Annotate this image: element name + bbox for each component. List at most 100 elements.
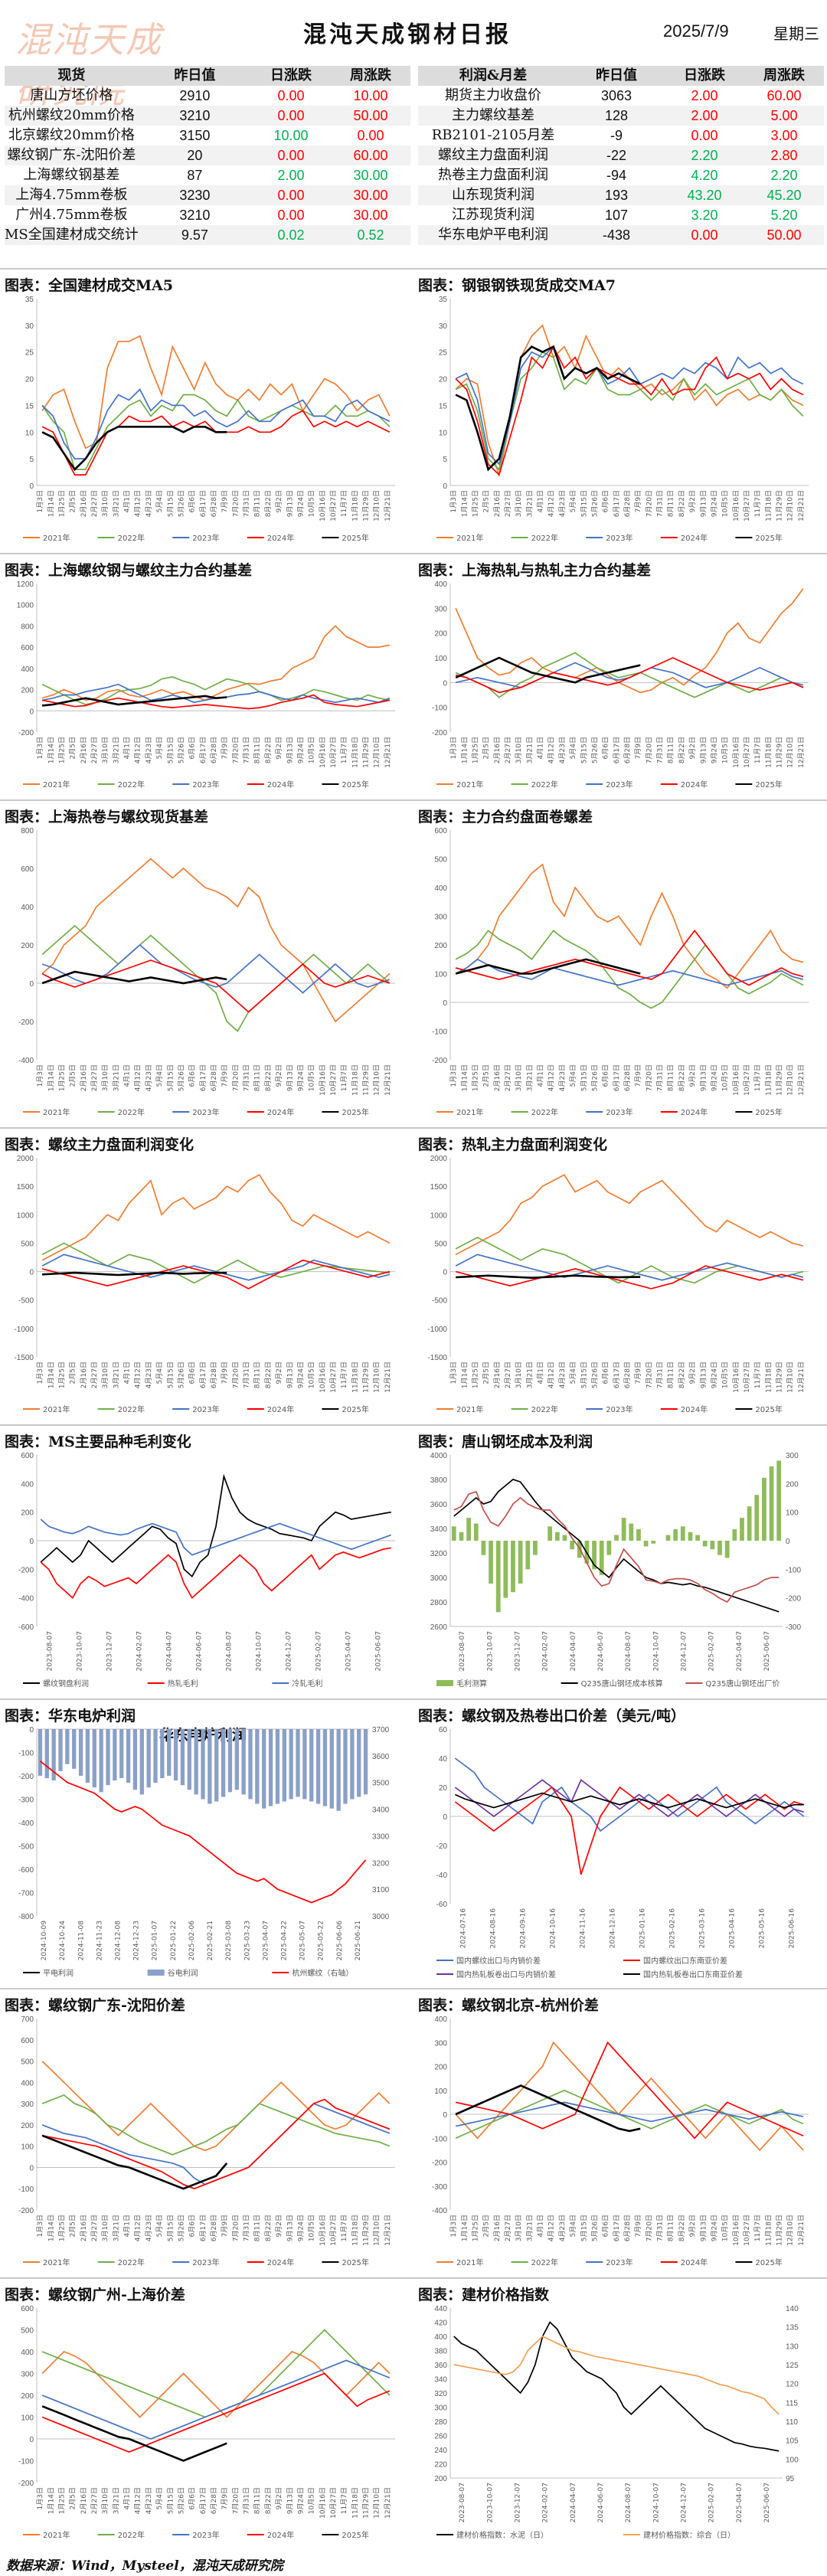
x-tick-label: 12月21日 (384, 2215, 392, 2246)
bar-1-1 (44, 1729, 49, 1779)
y-tick-label: 5 (443, 456, 447, 464)
chart-title: 图表：建材价格指数 (418, 2287, 550, 2303)
legend-label: 2023年 (192, 2530, 219, 2540)
x-tick-label: 5月15日 (580, 737, 588, 763)
x-tick-label: 9月2日 (275, 1064, 283, 1087)
x-tick-label: 1月14日 (460, 490, 469, 517)
x-tick-label: 4月12日 (548, 490, 556, 517)
x-tick-label: 7月20日 (231, 737, 240, 763)
y-tick-label: 3600 (430, 1501, 448, 1509)
row-day-change: 2.00 (665, 106, 744, 126)
x-tick-label: 2024-06-07 (597, 1631, 605, 1671)
x-tick-label: 10月16日 (732, 737, 740, 768)
row-name: 华东电炉平电利润 (418, 225, 568, 245)
series-line-0 (455, 587, 804, 694)
spot-header-value: 昨日值 (138, 66, 251, 86)
bar-0-23 (621, 1518, 626, 1541)
x-tick-label: 2月27日 (504, 2215, 512, 2241)
x-tick-label: 4月1日 (123, 2487, 132, 2509)
x-tick-label: 4月23日 (145, 1362, 153, 1388)
row-day-change: 4.20 (691, 168, 718, 183)
x-tick-label: 9月2日 (688, 2215, 697, 2237)
y-tick-label: 1500 (430, 1183, 448, 1192)
x-tick-label: 9月13日 (699, 1064, 708, 1091)
bar-0-13 (548, 1526, 553, 1541)
x-tick-label: 4月23日 (558, 490, 567, 517)
bar-1-41 (315, 1729, 321, 1804)
x-tick-label: 9月13日 (286, 490, 294, 517)
chart-title: 图表：螺纹主力盘面利润变化 (5, 1136, 194, 1153)
x-tick-label: 11月29日 (362, 1064, 371, 1096)
row-divider (0, 1424, 827, 1426)
table-row: 北京螺纹20mm价格 3150 10.00 0.00 (5, 126, 410, 145)
series-line-1 (41, 924, 391, 1032)
x-tick-label: 8月11日 (253, 2487, 262, 2514)
spot-header-day: 日涨跌 (251, 66, 331, 86)
x-tick-label: 2月16日 (493, 490, 502, 517)
x-tick-label: 3月10日 (515, 2215, 523, 2241)
series-line-2 (39, 1760, 367, 1904)
y-tick-label: 1000 (17, 602, 34, 610)
row-day-change: 10.00 (273, 128, 309, 143)
x-tick-label: 7月31日 (656, 1362, 665, 1388)
x-tick-label: 6月6日 (188, 1362, 197, 1384)
x-tick-label: 9月13日 (286, 2215, 294, 2241)
bar-1-17 (153, 1729, 158, 1783)
bar-0-40 (747, 1506, 752, 1541)
series-line-3 (41, 959, 391, 1013)
x-tick-label: 7月9日 (221, 1362, 229, 1384)
y2-tick-label: 3400 (372, 1806, 390, 1815)
row-name: 山东现货利润 (418, 185, 568, 205)
y-tick-label: -200 (18, 1566, 34, 1574)
y-tick-label: -60 (436, 1901, 448, 1909)
bar-1-37 (289, 1729, 293, 1800)
series-line-0 (41, 1174, 391, 1261)
x-tick-label: 2024-12-23 (133, 1921, 141, 1960)
bar-1-39 (302, 1729, 307, 1800)
x-tick-label: 5月26日 (177, 1362, 185, 1388)
x-tick-label: 12月21日 (797, 2215, 806, 2246)
x-tick-label: 11月29日 (362, 2487, 371, 2519)
footer: 数据来源：Wind，Mysteel，混沌天成研究院 (0, 2551, 827, 2576)
x-tick-label: 11月29日 (776, 2215, 784, 2246)
legend-label: 2022年 (531, 533, 558, 543)
y-tick-label: 5 (29, 456, 34, 464)
y-tick-label: 100 (21, 2143, 34, 2152)
x-tick-label: 2025-06-06 (336, 1921, 344, 1961)
y2-tick-label: 3500 (372, 1780, 390, 1788)
x-tick-label: 7月20日 (645, 490, 653, 517)
bar-1-7 (85, 1729, 90, 1783)
x-tick-label: 6月28日 (210, 2487, 218, 2514)
x-tick-label: 5月15日 (166, 2215, 175, 2241)
legend-label: 平电利润 (43, 1968, 74, 1978)
x-tick-label: 6月6日 (188, 737, 197, 759)
series-line-0 (41, 625, 391, 701)
x-tick-label: 11月18日 (764, 1064, 773, 1096)
y-tick-label: -1000 (427, 1326, 447, 1334)
x-tick-label: 9月2日 (275, 2215, 283, 2237)
y-tick-label: -100 (18, 2458, 34, 2466)
series-line-1 (453, 2335, 780, 2415)
x-tick-label: 2024-12-07 (680, 1631, 688, 1671)
x-tick-label: 5月26日 (590, 490, 599, 517)
x-tick-label: 2024-11-16 (580, 1908, 587, 1949)
x-tick-label: 6月17日 (613, 737, 621, 763)
table-row: 螺纹主力盘面利润 -22 2.20 2.80 (418, 145, 824, 165)
x-tick-label: 6月17日 (199, 2215, 208, 2241)
x-tick-label: 4月23日 (558, 737, 567, 763)
x-tick-label: 5月26日 (177, 2215, 185, 2241)
y-tick-label: 200 (21, 1509, 34, 1518)
row-day-change: 2.00 (277, 168, 305, 183)
y-tick-label: 600 (21, 2305, 34, 2313)
x-tick-label: 2024-10-24 (59, 1921, 67, 1961)
y-tick-label: 200 (21, 942, 34, 950)
y-tick-label: 300 (21, 2371, 34, 2379)
x-tick-label: 2023-10-07 (486, 2483, 494, 2522)
x-tick-label: 4月1日 (123, 1362, 132, 1384)
row-value: 3150 (179, 128, 211, 143)
chart-title: 图表：螺纹钢及热卷出口价差（美元/吨） (418, 1708, 685, 1724)
row-value: 3230 (138, 185, 251, 205)
bar-0-30 (673, 1529, 678, 1541)
x-tick-label: 2025-04-07 (262, 1921, 270, 1960)
legend-label: 2022年 (531, 2257, 558, 2267)
